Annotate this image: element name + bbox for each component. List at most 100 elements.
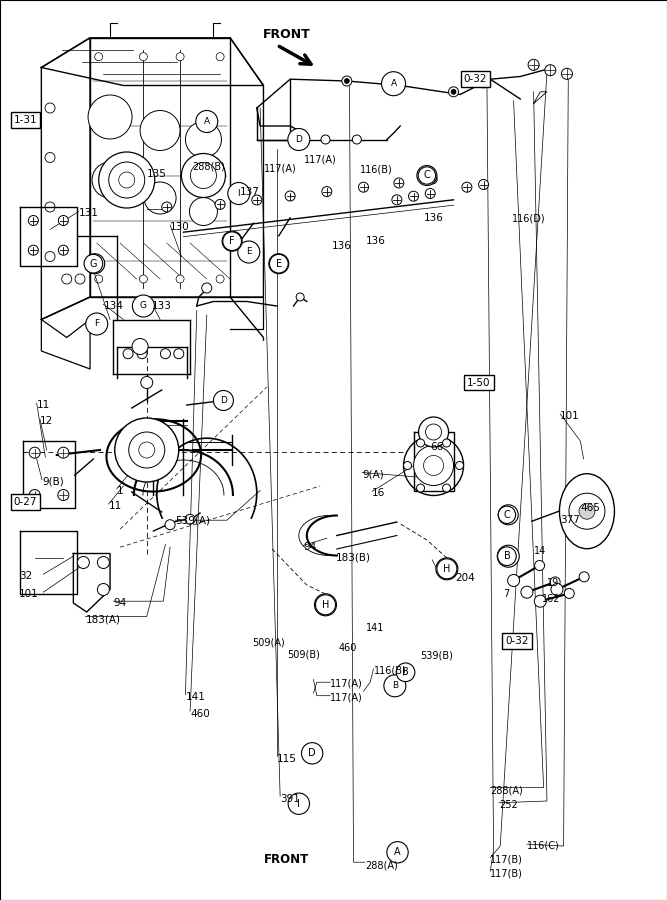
Text: A: A: [390, 79, 397, 88]
Circle shape: [315, 595, 336, 615]
Circle shape: [202, 283, 211, 293]
Circle shape: [417, 166, 437, 185]
Circle shape: [394, 178, 404, 188]
Text: 0-32: 0-32: [505, 635, 529, 646]
Text: D: D: [308, 748, 316, 759]
Circle shape: [396, 80, 405, 91]
Text: B: B: [402, 667, 409, 678]
Text: E: E: [275, 258, 282, 269]
Text: 7: 7: [504, 589, 510, 599]
Text: C: C: [424, 170, 430, 181]
Circle shape: [29, 215, 38, 226]
Text: A: A: [203, 117, 210, 126]
Circle shape: [579, 503, 595, 519]
Text: 117(B): 117(B): [490, 854, 523, 865]
Circle shape: [404, 462, 412, 470]
Circle shape: [45, 103, 55, 113]
Text: G: G: [91, 259, 98, 268]
Circle shape: [456, 462, 464, 470]
Circle shape: [196, 111, 217, 132]
Circle shape: [442, 439, 450, 447]
Circle shape: [119, 172, 135, 188]
Text: 162: 162: [542, 593, 560, 604]
Text: 460: 460: [190, 708, 210, 719]
Circle shape: [442, 484, 450, 492]
Circle shape: [252, 195, 261, 205]
Text: B: B: [504, 551, 510, 562]
Text: 141: 141: [366, 623, 384, 634]
Circle shape: [59, 245, 68, 256]
Text: 101: 101: [19, 589, 39, 599]
Circle shape: [189, 197, 217, 226]
Text: 509(A): 509(A): [252, 637, 285, 648]
Text: 183(A): 183(A): [85, 614, 120, 625]
Text: 101: 101: [560, 410, 580, 421]
Circle shape: [428, 174, 437, 184]
Text: 288(B): 288(B): [192, 161, 225, 172]
Circle shape: [352, 135, 362, 144]
Circle shape: [216, 53, 224, 60]
Text: 116(D): 116(D): [512, 213, 546, 224]
Circle shape: [191, 163, 216, 188]
Text: 117(A): 117(A): [263, 163, 296, 174]
Circle shape: [436, 558, 458, 580]
Circle shape: [288, 129, 309, 150]
Circle shape: [75, 274, 85, 284]
Text: 539(B): 539(B): [420, 650, 453, 661]
Circle shape: [409, 191, 418, 202]
Circle shape: [85, 254, 105, 274]
Text: 288(A): 288(A): [490, 785, 523, 796]
Circle shape: [88, 95, 132, 139]
Circle shape: [301, 742, 323, 764]
Text: 135: 135: [147, 168, 167, 179]
Ellipse shape: [560, 473, 614, 549]
Text: A: A: [394, 847, 401, 858]
Text: 465: 465: [580, 503, 600, 514]
Circle shape: [285, 191, 295, 201]
Circle shape: [315, 594, 336, 616]
Text: 131: 131: [79, 208, 99, 219]
Circle shape: [498, 547, 516, 565]
Circle shape: [392, 194, 402, 205]
Circle shape: [564, 589, 574, 598]
Circle shape: [545, 65, 556, 76]
Circle shape: [185, 514, 195, 525]
Text: 117(A): 117(A): [303, 154, 336, 165]
Circle shape: [174, 348, 183, 359]
Text: 9(A): 9(A): [362, 469, 384, 480]
Circle shape: [449, 86, 458, 97]
Text: 204: 204: [455, 572, 475, 583]
Text: H: H: [321, 599, 329, 610]
Text: 66: 66: [430, 442, 444, 453]
Circle shape: [550, 577, 560, 587]
Circle shape: [109, 162, 145, 198]
Circle shape: [384, 675, 406, 697]
Text: 117(B): 117(B): [490, 868, 523, 878]
Circle shape: [382, 72, 406, 95]
Circle shape: [141, 376, 153, 389]
Text: 460: 460: [339, 643, 358, 653]
Circle shape: [176, 53, 184, 60]
Circle shape: [97, 583, 109, 596]
Circle shape: [77, 556, 89, 569]
Circle shape: [45, 251, 55, 262]
Circle shape: [123, 348, 133, 359]
Text: 0-32: 0-32: [464, 74, 488, 85]
Circle shape: [97, 556, 109, 569]
Text: 133: 133: [152, 301, 172, 311]
Text: F: F: [94, 320, 99, 328]
Text: FRONT: FRONT: [263, 28, 311, 40]
Text: 115: 115: [277, 753, 297, 764]
Circle shape: [269, 254, 289, 274]
Circle shape: [462, 182, 472, 193]
Text: 141: 141: [185, 691, 205, 702]
Circle shape: [140, 111, 180, 150]
Text: 136: 136: [366, 236, 386, 247]
Circle shape: [95, 275, 103, 283]
Circle shape: [223, 232, 241, 250]
Text: F: F: [229, 237, 235, 246]
Circle shape: [437, 559, 457, 579]
Text: 391: 391: [280, 794, 300, 805]
Circle shape: [417, 484, 425, 492]
Circle shape: [569, 493, 605, 529]
